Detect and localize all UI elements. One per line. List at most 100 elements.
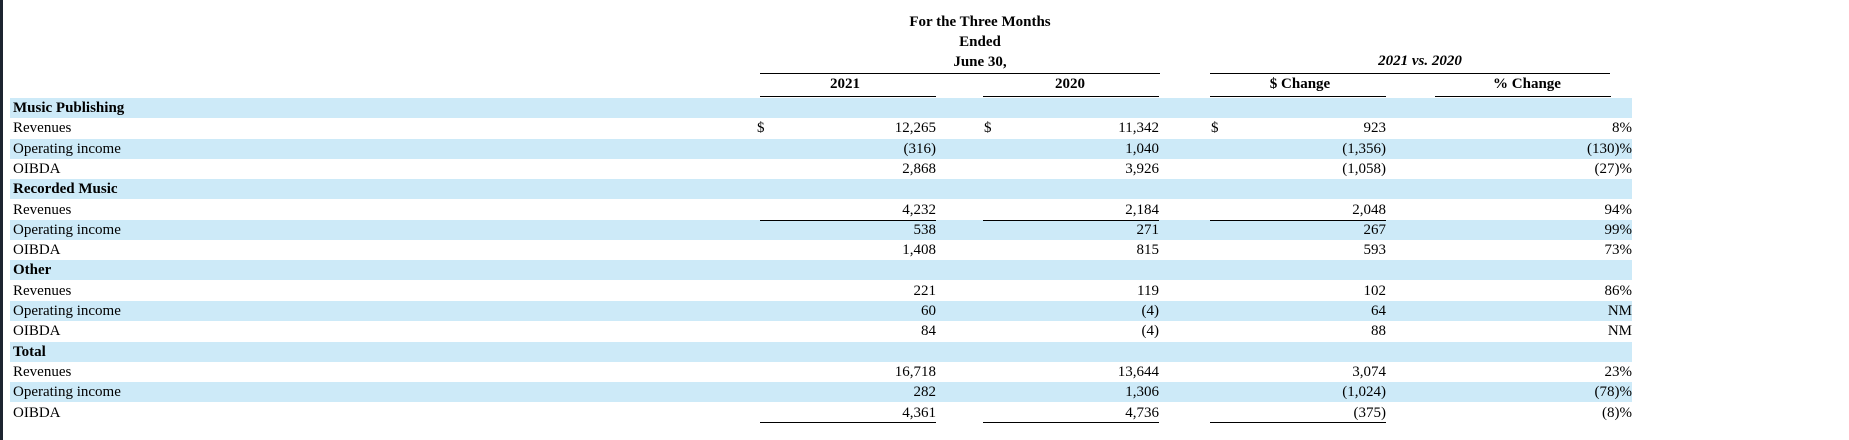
cell-v2020: 3,926 (1125, 160, 1159, 177)
cell-pct: 23% (1604, 363, 1633, 380)
row-label: Revenues (13, 201, 72, 218)
currency-symbol: $ (1211, 120, 1219, 137)
table-row: Revenues 221 119 102 86% (10, 281, 1632, 301)
cell-change: 102 (1363, 282, 1387, 299)
cell-v2020: 1,040 (1125, 140, 1159, 157)
cell-pct: (27)% (1594, 160, 1633, 177)
currency-symbol: $ (757, 120, 765, 137)
cell-pct: (8)% (1602, 404, 1632, 421)
table-row: OIBDA 4,361 4,736 (375) (8)% (10, 403, 1632, 423)
cell-v2020: (4) (1141, 323, 1160, 340)
row-label: Operating income (13, 221, 121, 238)
row-label: Operating income (13, 384, 121, 401)
subtotal-rule-change (1210, 220, 1386, 221)
cell-v2020: 1,306 (1125, 384, 1159, 401)
cell-change: 923 (1363, 120, 1387, 137)
row-label: Revenues (13, 363, 72, 380)
header-rule-comparison (1210, 73, 1610, 74)
cell-pct: 86% (1604, 282, 1633, 299)
section-row: Total (10, 341, 1632, 362)
total-rule-2021 (760, 422, 936, 423)
cell-v2021: 4,361 (902, 404, 936, 421)
cell-pct: NM (1607, 323, 1632, 340)
cell-v2020: 11,342 (1118, 120, 1159, 137)
table-row: OIBDA 84 (4) 88 NM (10, 321, 1632, 341)
cell-v2021: 538 (913, 221, 937, 238)
table-row: Operating income 538 271 267 99% (10, 219, 1633, 240)
subtotal-rule-2020 (983, 220, 1159, 221)
cell-v2020: 13,644 (1117, 363, 1159, 380)
section-row: Recorded Music (10, 179, 1632, 200)
cell-pct: 99% (1604, 221, 1633, 238)
cell-v2021: 2,868 (902, 160, 936, 177)
cell-change: 3,074 (1352, 363, 1386, 380)
section-row: Other (10, 260, 1632, 281)
cell-pct: (130)% (1587, 140, 1632, 157)
cell-change: (375) (1353, 404, 1387, 421)
cell-pct: NM (1607, 303, 1632, 319)
cell-change: (1,356) (1342, 140, 1386, 157)
currency-symbol: $ (984, 120, 992, 137)
window-edge (0, 0, 3, 440)
cell-v2020: 271 (1136, 221, 1160, 238)
cell-pct: 94% (1604, 201, 1633, 218)
cell-v2021: 16,718 (894, 363, 936, 380)
cell-change: 88 (1371, 323, 1386, 340)
col-header-2021: 2021 (830, 76, 860, 92)
cell-pct: (78)% (1594, 384, 1633, 401)
table-row: Revenues 16,718 13,644 3,074 23% (10, 362, 1632, 382)
row-label: Operating income (13, 303, 121, 319)
cell-change: 64 (1371, 303, 1386, 319)
row-label: OIBDA (13, 323, 61, 340)
period-line-2: Ended (959, 34, 1001, 50)
cell-v2020: 815 (1136, 242, 1160, 259)
col-header-dollar-change: $ Change (1269, 76, 1331, 92)
row-label: OIBDA (13, 160, 61, 177)
cell-v2021: 282 (913, 384, 937, 401)
table-row: Revenues 4,232 2,184 2,048 94% (10, 200, 1632, 220)
header-rule-period (760, 73, 1160, 74)
table-row: Revenues $ $ $12,265 11,342 923 8% (10, 118, 1632, 138)
total-rule-2020 (983, 422, 1159, 423)
cell-v2021: 60 (921, 303, 936, 319)
cell-change: 2,048 (1352, 201, 1386, 218)
row-label: Operating income (13, 140, 121, 157)
col-rule-2020 (983, 96, 1159, 97)
cell-v2020: 2,184 (1125, 201, 1159, 218)
cell-v2020: 119 (1137, 282, 1159, 299)
cell-v2021: 12,265 (894, 120, 936, 137)
col-header-pct-change: % Change (1493, 76, 1561, 92)
col-rule-pct-change (1435, 96, 1611, 97)
period-line-1: For the Three Months (909, 14, 1051, 30)
cell-change: 593 (1363, 242, 1387, 259)
row-label: OIBDA (13, 404, 61, 421)
period-header: For the Three Months Ended June 30, (870, 12, 1090, 72)
cell-pct: 73% (1604, 242, 1633, 259)
section-label: Music Publishing (13, 100, 125, 116)
cell-v2021: 4,232 (902, 201, 936, 218)
section-row: Music Publishing (10, 98, 1632, 118)
cell-v2021: (316) (903, 140, 937, 157)
col-header-2020: 2020 (1055, 76, 1085, 92)
cell-v2021: 1,408 (902, 242, 936, 259)
col-rule-2021 (760, 96, 936, 97)
row-label: OIBDA (13, 242, 61, 259)
comparison-title: 2021 vs. 2020 (1378, 53, 1462, 69)
period-line-3: June 30, (953, 54, 1007, 70)
section-label: Other (13, 262, 52, 279)
row-label: Revenues (13, 120, 72, 137)
section-label: Recorded Music (13, 181, 118, 198)
table-row: Operating income 282 1,306 (1,024) (78)% (10, 382, 1633, 403)
cell-v2021: 84 (921, 323, 936, 340)
table-row: Operating income 60 (4) 64 NM (10, 301, 1632, 321)
cell-change: (1,058) (1342, 160, 1386, 177)
cell-v2020: (4) (1141, 303, 1160, 319)
cell-pct: 8% (1612, 120, 1632, 137)
cell-v2020: 4,736 (1125, 404, 1159, 421)
cell-v2021: 221 (913, 282, 937, 299)
subtotal-rule-2021 (760, 220, 936, 221)
section-label: Total (13, 343, 46, 360)
table-row: OIBDA 2,868 3,926 (1,058) (27)% (10, 159, 1632, 179)
col-rule-dollar-change (1210, 96, 1386, 97)
table-row: OIBDA 1,408 815 593 73% (10, 240, 1632, 260)
